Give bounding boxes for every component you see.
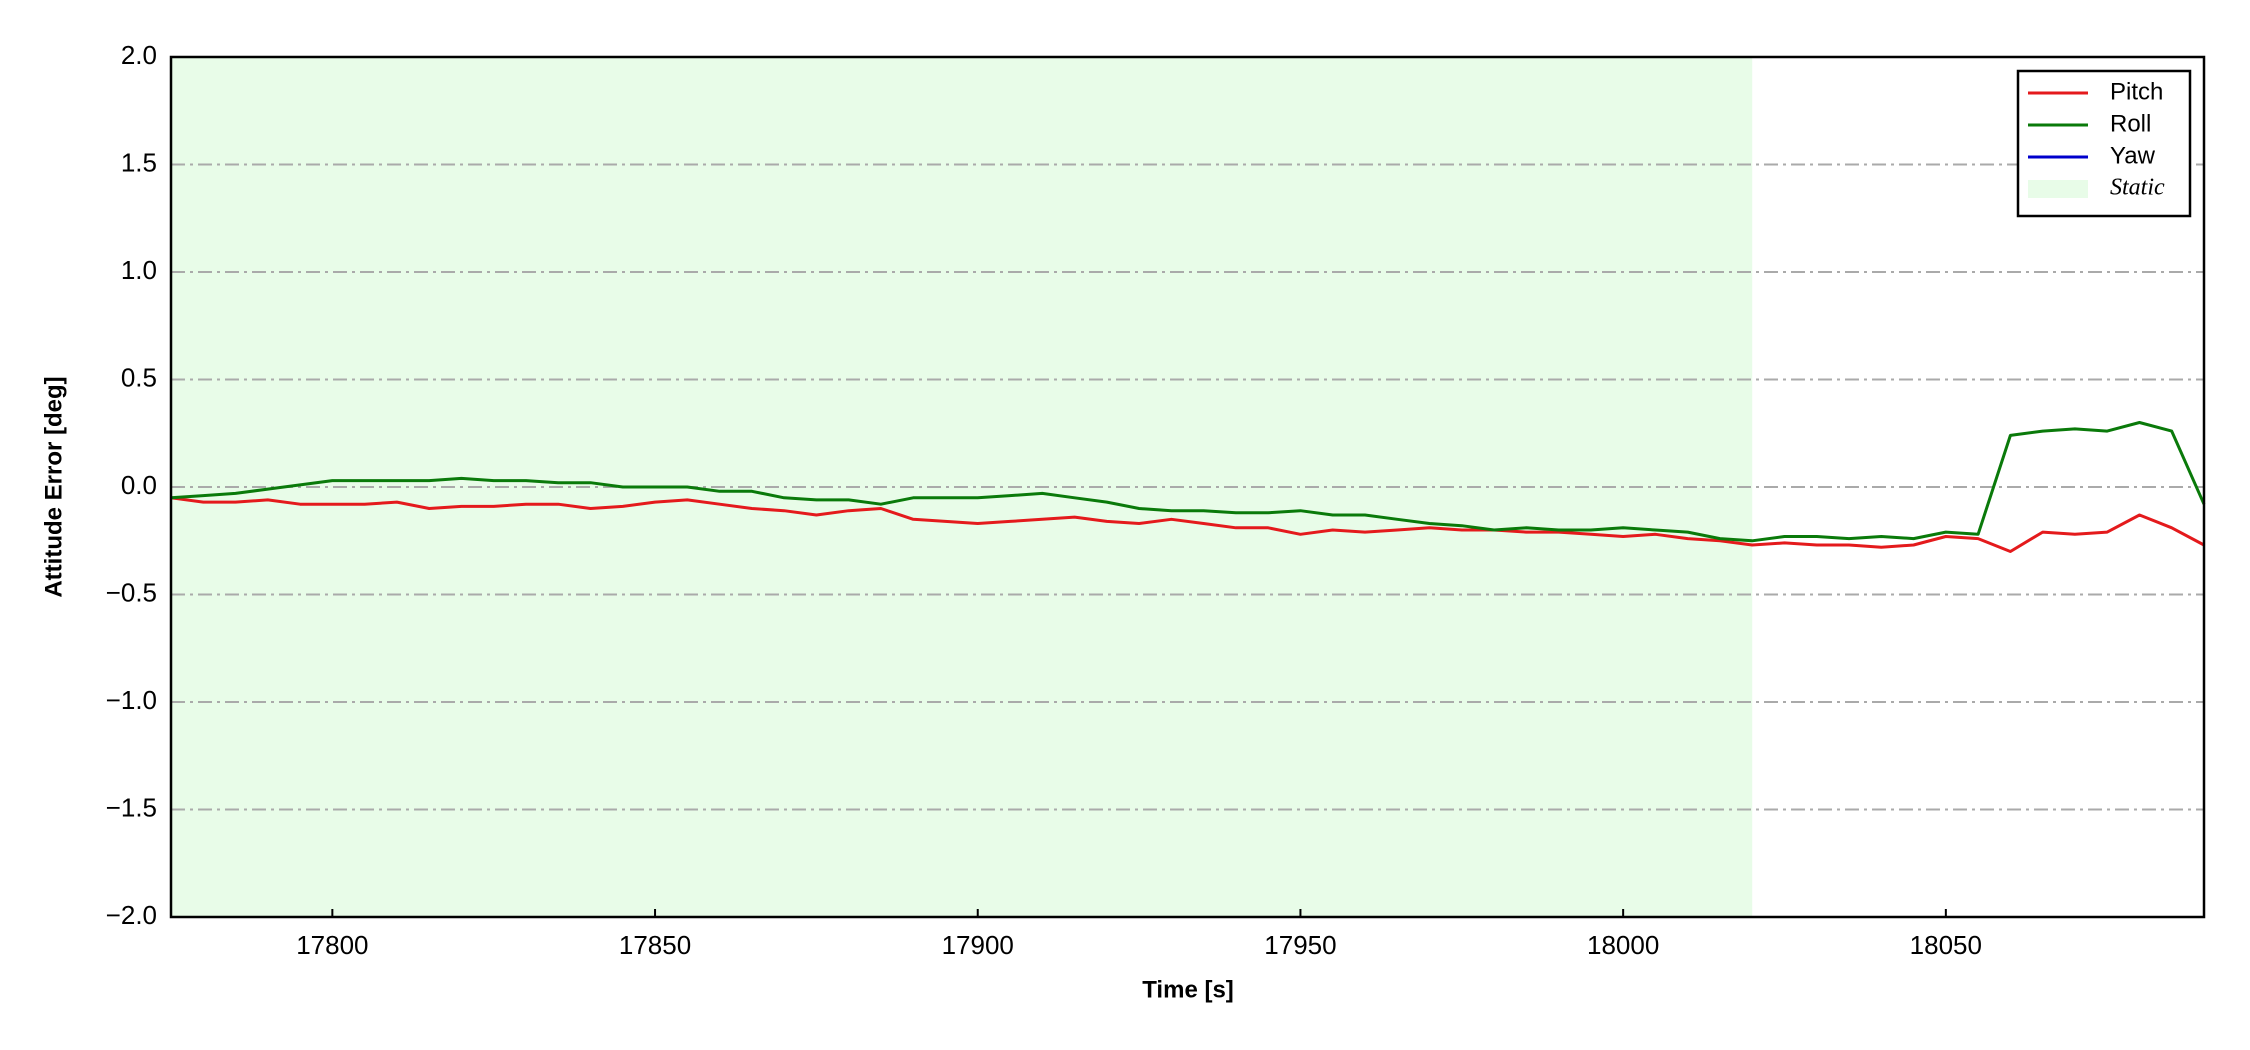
y-tick-label: −2.0 (106, 900, 157, 930)
x-axis-label: Time [s] (1142, 976, 1234, 1003)
legend-label: Pitch (2110, 78, 2163, 105)
y-tick-label: −0.5 (106, 577, 157, 607)
x-tick-label: 18050 (1910, 930, 1982, 960)
y-tick-label: 0.5 (121, 362, 157, 392)
legend-label: Yaw (2110, 142, 2156, 169)
series-line (170, 496, 2205, 553)
legend-static-swatch (2028, 180, 2088, 198)
y-tick-label: 0.0 (121, 470, 157, 500)
legend-label: Roll (2110, 110, 2151, 137)
series-line (170, 421, 2206, 543)
x-tick-label: 18000 (1587, 930, 1659, 960)
y-tick-label: −1.5 (106, 792, 157, 822)
y-tick-label: 1.0 (121, 255, 157, 285)
x-tick-label: 17900 (942, 930, 1014, 960)
y-tick-label: 1.5 (121, 147, 157, 177)
x-tick-label: 17950 (1264, 930, 1336, 960)
x-tick-label: 17850 (619, 930, 691, 960)
y-tick-label: −1.0 (106, 685, 157, 715)
y-axis-label: Attitude Error [deg] (40, 376, 67, 597)
x-tick-label: 17800 (296, 930, 368, 960)
legend-label: Static (2110, 175, 2165, 201)
y-tick-label: 2.0 (121, 40, 157, 70)
plot-frame (169, 55, 2206, 919)
